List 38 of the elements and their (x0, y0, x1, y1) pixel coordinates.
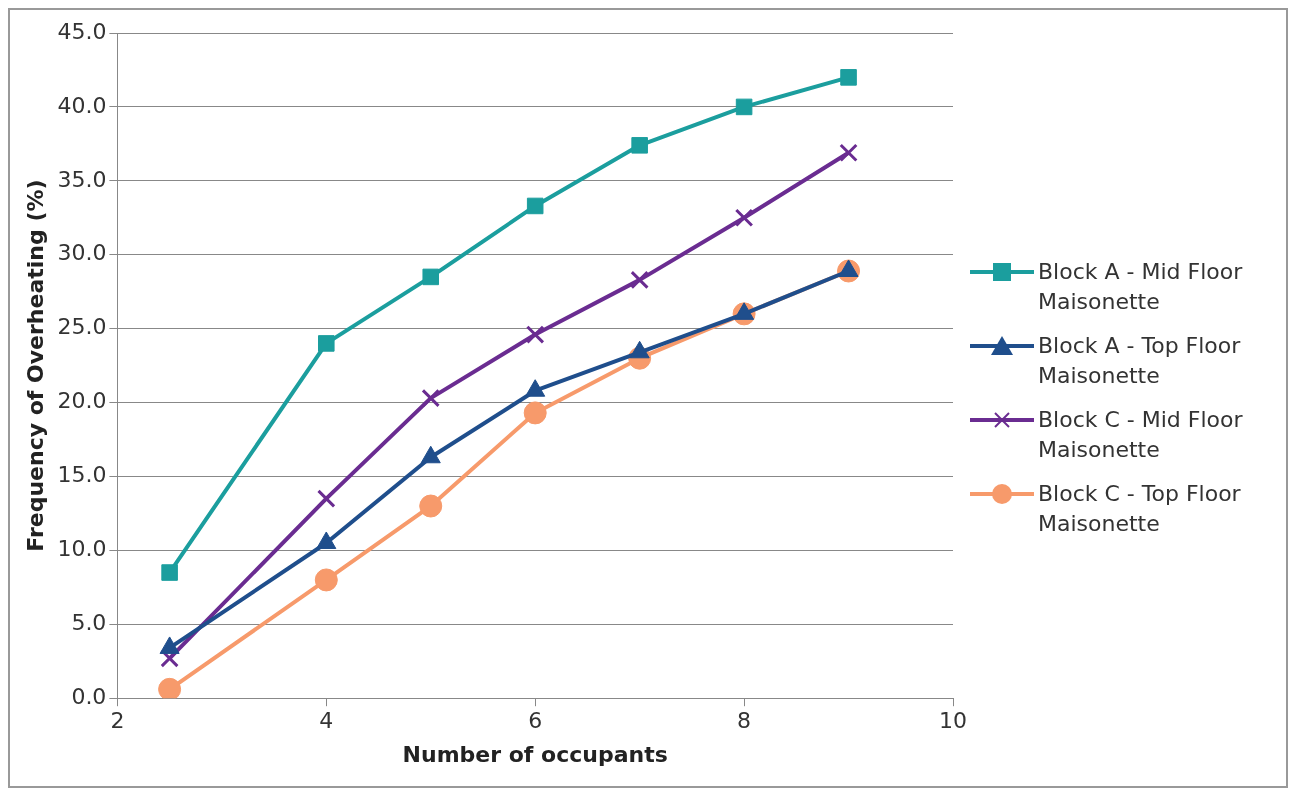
y-tick-label: 5.0 (71, 610, 107, 636)
point (318, 335, 335, 352)
x-tick-label: 8 (737, 708, 752, 734)
point (630, 270, 649, 290)
y-tick-label: 15.0 (57, 462, 107, 488)
point (421, 388, 441, 408)
point (631, 137, 648, 154)
y-tick-label: 10.0 (57, 536, 107, 562)
y-tick-label: 20.0 (57, 388, 107, 414)
y-tick-label: 30.0 (57, 240, 107, 266)
point (734, 208, 754, 228)
point (840, 69, 857, 86)
x-tick-label: 4 (319, 708, 334, 734)
point (161, 564, 178, 581)
x-tick-label: 2 (110, 708, 125, 734)
point (314, 568, 338, 592)
x-tick-label: 6 (528, 708, 543, 734)
point (839, 143, 858, 163)
legend-label: Block C - Top Floor Maisonette (1038, 480, 1242, 538)
point (735, 98, 753, 116)
point (422, 268, 440, 286)
legend-label: Block C - Mid Floor Maisonette (1038, 406, 1244, 464)
legend-label: Block A - Mid Floor Maisonette (1038, 258, 1244, 316)
y-tick-label: 40.0 (57, 92, 107, 118)
y-tick-label: 35.0 (57, 166, 107, 192)
point (419, 494, 443, 518)
legend-label: Block A - Top Floor Maisonette (1038, 332, 1242, 390)
point (526, 197, 544, 215)
point (317, 489, 336, 508)
x-tick-label: 10 (939, 708, 967, 734)
point (523, 401, 547, 425)
x-axis-title: Number of occupants (402, 741, 668, 767)
y-tick-label: 45.0 (57, 18, 107, 44)
point (158, 677, 182, 699)
y-tick-label: 25.0 (57, 314, 107, 340)
y-axis-title: Frequency of Overheating (%) (22, 179, 48, 552)
point (525, 325, 545, 344)
y-tick-label: 0.0 (71, 683, 107, 709)
